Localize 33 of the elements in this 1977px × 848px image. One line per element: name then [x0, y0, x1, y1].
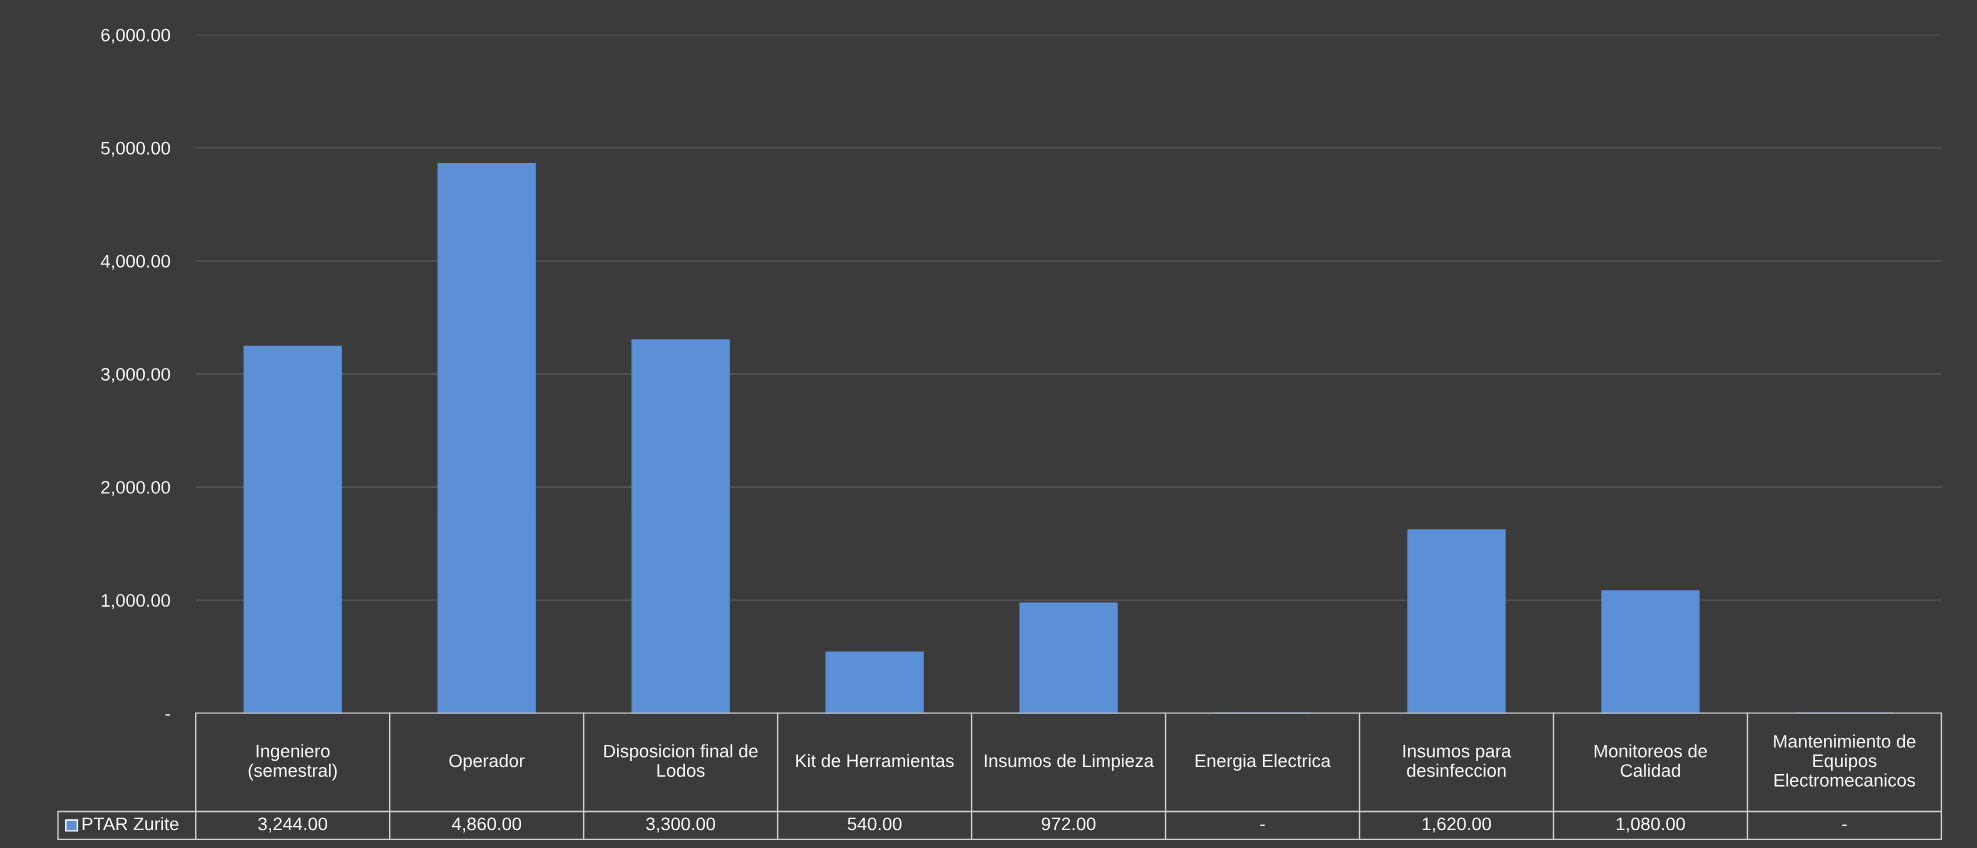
y-tick-label: 6,000.00	[101, 28, 171, 44]
x-tick-label: Monitoreos de Calidad	[1594, 744, 1707, 777]
x-tick-label: Ingeniero (semestral)	[248, 744, 337, 781]
x-tick-label: Energia Electrica	[1195, 753, 1331, 771]
data-label: 540.00	[847, 817, 902, 831]
x-tick-label: Kit de Herramientas	[796, 753, 954, 768]
y-tick-label: 4,000.00	[100, 254, 171, 270]
bar	[1019, 602, 1118, 714]
bar	[243, 345, 342, 714]
x-tick-label: Insumos de Limpieza	[984, 753, 1154, 771]
data-label: 1,080.00	[1616, 817, 1685, 833]
y-tick-label: -	[165, 714, 170, 716]
x-tick-label: Disposicion final de Lodos	[604, 744, 758, 777]
x-tick-label: Mantenimiento de Equipos Electromecanicos	[1774, 734, 1916, 787]
data-label: -	[1260, 824, 1265, 827]
data-label: 3,244.00	[258, 817, 328, 833]
data-label: -	[1842, 824, 1847, 827]
data-label: 1,620.00	[1422, 817, 1491, 833]
bar	[1407, 529, 1506, 714]
data-label: 3,300.00	[646, 817, 716, 833]
x-tick-label: Operador	[449, 753, 525, 771]
bar	[825, 651, 924, 714]
data-label: 972.00	[1041, 817, 1096, 831]
bar	[631, 339, 730, 714]
data-label: 4,860.00	[451, 817, 522, 833]
bar	[1601, 590, 1700, 714]
legend-label: PTAR Zurite	[82, 817, 179, 831]
y-tick-label: 3,000.00	[101, 367, 171, 383]
y-tick-label: 1,000.00	[101, 594, 171, 609]
y-tick-label: 2,000.00	[101, 480, 171, 496]
y-tick-label: 5,000.00	[101, 141, 171, 157]
bar	[437, 162, 536, 714]
x-tick-label: Insumos para desinfeccion	[1403, 744, 1512, 777]
